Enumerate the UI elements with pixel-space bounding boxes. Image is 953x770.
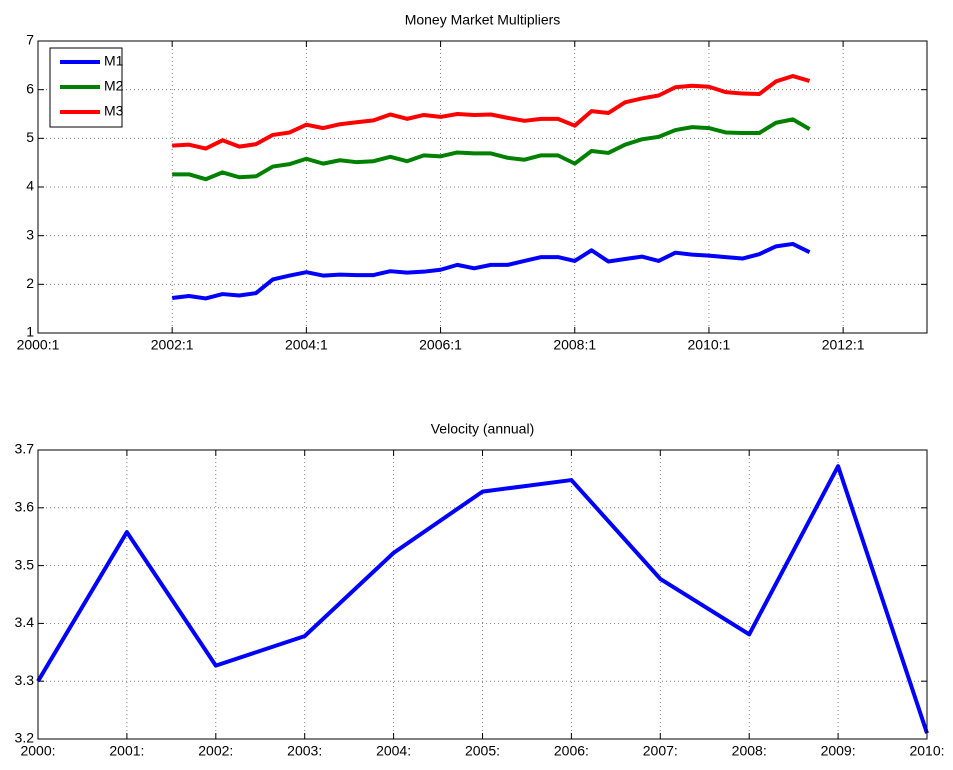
chart-title: Velocity (annual) <box>431 421 535 437</box>
x-tick-label: 2004: <box>376 743 411 759</box>
y-tick-label: 3.3 <box>15 672 35 688</box>
legend-label: M3 <box>104 103 124 119</box>
y-tick-label: 3.6 <box>15 499 35 515</box>
axes-frame <box>37 449 928 740</box>
x-tick-label: 2010: <box>909 743 944 759</box>
x-tick-label: 2004:1 <box>285 337 328 353</box>
legend: M1 M2 M3 <box>49 47 124 128</box>
y-tick-label: 3.2 <box>15 730 35 746</box>
x-tick-label: 2012:1 <box>822 337 865 353</box>
y-tick-label: 4 <box>26 178 34 194</box>
y-tick-label: 3.4 <box>15 614 35 630</box>
x-tick-label: 2008: <box>732 743 767 759</box>
y-tick-label: 1 <box>26 324 34 340</box>
y-tick-label: 3 <box>26 226 34 242</box>
y-tick-label: 6 <box>26 80 34 96</box>
x-tick-label: 2001: <box>109 743 144 759</box>
x-tick-label: 2008:1 <box>553 337 596 353</box>
x-tick-label: 2009: <box>821 743 856 759</box>
x-tick-label: 2006: <box>554 743 589 759</box>
x-tick-label: 2006:1 <box>419 337 462 353</box>
y-tick-label: 7 <box>26 32 34 48</box>
x-tick-label: 2000: <box>20 743 55 759</box>
line-series <box>172 74 811 151</box>
y-tick-label: 3.7 <box>15 441 35 457</box>
x-tick-label: 2005: <box>465 743 500 759</box>
y-tick-label: 3.5 <box>15 556 35 572</box>
line-series <box>171 241 811 301</box>
x-tick-label: 2010:1 <box>688 337 731 353</box>
legend-label: M2 <box>104 78 124 94</box>
line-series <box>172 117 811 182</box>
axes-frame <box>37 40 928 334</box>
subplot: Velocity (annual) 3.2 3.3 3.4 3.5 3.6 3.7 2000:… <box>15 421 945 759</box>
legend-label: M1 <box>104 53 124 69</box>
y-tick-label: 5 <box>26 129 34 145</box>
chart-title: Money Market Multipliers <box>405 12 561 28</box>
x-tick-label: 2003: <box>287 743 322 759</box>
x-tick-label: 2002:1 <box>151 337 194 353</box>
y-tick-label: 2 <box>26 275 34 291</box>
subplot: Money Market Multipliers 1 2 3 4 5 6 7 2000:1 200… <box>17 12 928 353</box>
x-tick-label: 2007: <box>643 743 678 759</box>
x-tick-label: 2000:1 <box>17 337 60 353</box>
x-tick-label: 2002: <box>198 743 233 759</box>
line-series <box>36 464 929 734</box>
